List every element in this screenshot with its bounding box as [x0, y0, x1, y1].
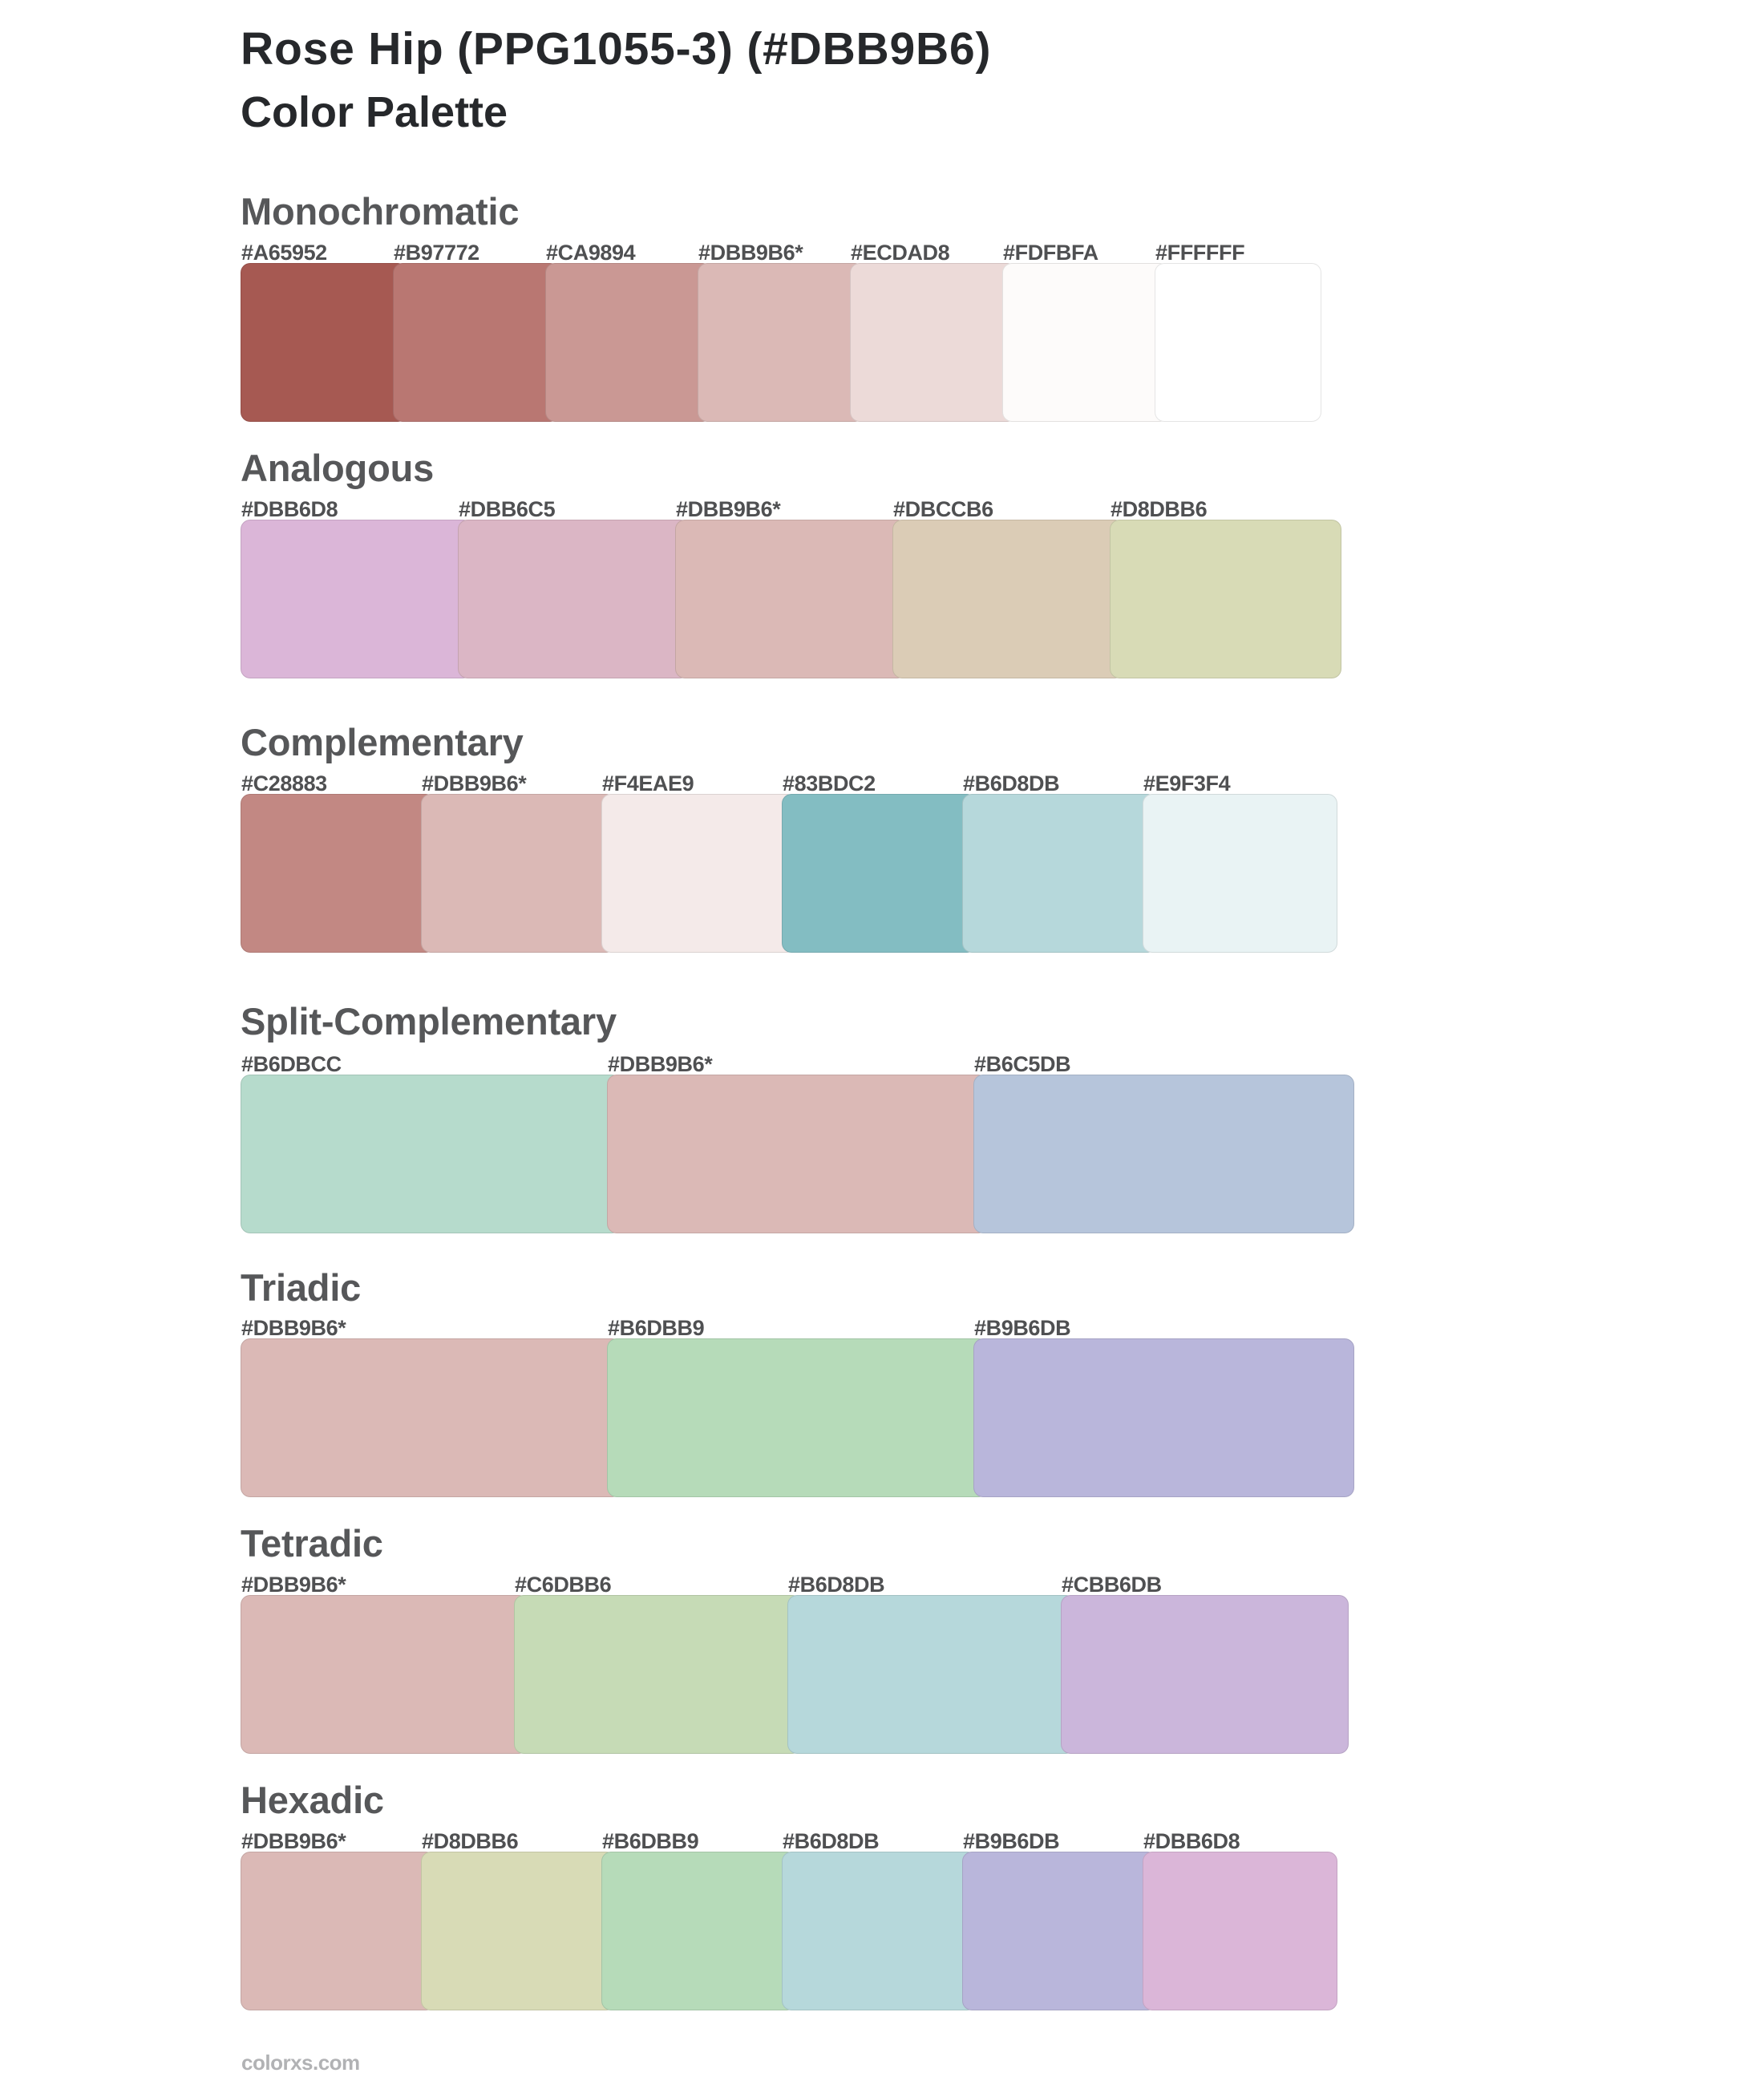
color-swatch-b9b6db[interactable]: #B9B6DB	[973, 1318, 1354, 1497]
section-title-complementary: Complementary	[241, 721, 524, 763]
swatch-row-tetradic: #DBB9B6* #C6DBB6 #B6D8DB #CBB6DB	[241, 1574, 1349, 1754]
color-swatch-b6d8db[interactable]: #B6D8DB	[962, 773, 1157, 953]
color-swatch-dbb9b6[interactable]: #DBB9B6*	[241, 1318, 621, 1497]
swatch-hex-label: #DBB9B6*	[422, 771, 527, 796]
swatch-hex-label: #E9F3F4	[1143, 771, 1231, 796]
section-title-split-complementary: Split-Complementary	[241, 1000, 617, 1042]
color-swatch-f4eae9[interactable]: #F4EAE9	[601, 773, 796, 953]
section-split-complementary: Split-Complementary #B6DBCC #DBB9B6* #B6C5…	[241, 1000, 1354, 1233]
section-title-hexadic: Hexadic	[241, 1779, 384, 1821]
color-swatch-ca9894[interactable]: #CA9894	[545, 242, 712, 422]
section-complementary: Complementary #C28883 #DBB9B6* #F4EAE9 #83B…	[241, 721, 1337, 953]
color-swatch-dbb9b6[interactable]: #DBB9B6*	[241, 1831, 435, 2010]
swatch-hex-label: #B6D8DB	[963, 771, 1060, 796]
color-swatch-fdfbfa[interactable]: #FDFBFA	[1002, 242, 1169, 422]
swatch-hex-label: #D8DBB6	[1111, 497, 1208, 521]
swatch-hex-label: #B6C5DB	[974, 1052, 1071, 1076]
color-swatch-b6c5db[interactable]: #B6C5DB	[973, 1054, 1354, 1233]
swatch-hex-label: #B6D8DB	[788, 1573, 885, 1597]
color-swatch-cbb6db[interactable]: #CBB6DB	[1061, 1574, 1349, 1754]
color-swatch-dbccb6[interactable]: #DBCCB6	[892, 499, 1124, 678]
swatch-hex-label: #ECDAD8	[851, 241, 950, 265]
swatch-row-split-complementary: #B6DBCC #DBB9B6* #B6C5DB	[241, 1054, 1354, 1233]
color-swatch-dbb9b6[interactable]: #DBB9B6*	[607, 1054, 988, 1233]
color-swatch-dbb6c5[interactable]: #DBB6C5	[458, 499, 690, 678]
section-title-triadic: Triadic	[241, 1266, 362, 1309]
section-triadic: Triadic #DBB9B6* #B6DBB9 #B9B6DB	[241, 1266, 1354, 1497]
swatch-hex-label: #CBB6DB	[1062, 1573, 1162, 1597]
section-title-tetradic: Tetradic	[241, 1522, 383, 1565]
swatch-hex-label: #FFFFFF	[1155, 241, 1245, 265]
color-swatch-dbb9b6[interactable]: #DBB9B6*	[241, 1574, 528, 1754]
section-title-analogous: Analogous	[241, 447, 435, 489]
color-swatch-dbb6d8[interactable]: #DBB6D8	[241, 499, 472, 678]
color-swatch-b6dbcc[interactable]: #B6DBCC	[241, 1054, 621, 1233]
swatch-row-monochromatic: #A65952 #B97772 #CA9894 #DBB9B6* #ECDAD8 #FDF…	[241, 242, 1321, 422]
section-analogous: Analogous #DBB6D8 #DBB6C5 #DBB9B6* #DBCCB6 #…	[241, 447, 1341, 678]
color-swatch-d8dbb6[interactable]: #D8DBB6	[1110, 499, 1341, 678]
swatch-hex-label: #D8DBB6	[422, 1829, 519, 1853]
color-swatch-b6dbb9[interactable]: #B6DBB9	[601, 1831, 796, 2010]
swatch-hex-label: #A65952	[241, 241, 327, 265]
color-swatch-b9b6db[interactable]: #B9B6DB	[962, 1831, 1157, 2010]
swatch-row-analogous: #DBB6D8 #DBB6C5 #DBB9B6* #DBCCB6 #D8DBB6	[241, 499, 1341, 678]
swatch-hex-label: #F4EAE9	[602, 771, 694, 796]
swatch-hex-label: #DBB6C5	[459, 497, 556, 521]
footer-brand: colorxs.com	[241, 2051, 360, 2075]
swatch-hex-label: #DBB9B6*	[698, 241, 803, 265]
swatch-hex-label: #DBB6D8	[241, 497, 338, 521]
page-title: Rose Hip (PPG1055-3) (#DBB9B6)	[241, 23, 992, 75]
swatch-hex-label: #B9B6DB	[963, 1829, 1060, 1853]
swatch-hex-label: #DBB6D8	[1143, 1829, 1240, 1853]
color-swatch-c28883[interactable]: #C28883	[241, 773, 435, 953]
section-hexadic: Hexadic #DBB9B6* #D8DBB6 #B6DBB9 #B6D8DB #B9…	[241, 1779, 1337, 2010]
color-swatch-e9f3f4[interactable]: #E9F3F4	[1143, 773, 1337, 953]
swatch-hex-label: #B6DBCC	[241, 1052, 342, 1076]
swatch-hex-label: #DBB9B6*	[241, 1316, 346, 1340]
color-swatch-b6d8db[interactable]: #B6D8DB	[787, 1574, 1075, 1754]
page-subtitle: Color Palette	[241, 88, 508, 136]
section-tetradic: Tetradic #DBB9B6* #C6DBB6 #B6D8DB #CBB6DB	[241, 1522, 1349, 1754]
swatch-hex-label: #CA9894	[546, 241, 636, 265]
swatch-hex-label: #B6DBB9	[602, 1829, 699, 1853]
color-swatch-83bdc2[interactable]: #83BDC2	[782, 773, 977, 953]
section-title-monochromatic: Monochromatic	[241, 190, 520, 233]
color-swatch-ffffff[interactable]: #FFFFFF	[1155, 242, 1321, 422]
swatch-hex-label: #DBCCB6	[893, 497, 993, 521]
section-monochromatic: Monochromatic #A65952 #B97772 #CA9894 #DBB9…	[241, 190, 1321, 422]
swatch-row-complementary: #C28883 #DBB9B6* #F4EAE9 #83BDC2 #B6D8DB #E9F…	[241, 773, 1337, 953]
color-swatch-b97772[interactable]: #B97772	[393, 242, 560, 422]
swatch-hex-label: #B97772	[394, 241, 479, 265]
color-swatch-d8dbb6[interactable]: #D8DBB6	[421, 1831, 616, 2010]
swatch-hex-label: #DBB9B6*	[676, 497, 781, 521]
swatch-hex-label: #FDFBFA	[1003, 241, 1098, 265]
color-swatch-dbb9b6[interactable]: #DBB9B6*	[698, 242, 864, 422]
color-swatch-ecdad8[interactable]: #ECDAD8	[850, 242, 1017, 422]
color-swatch-b6d8db[interactable]: #B6D8DB	[782, 1831, 977, 2010]
swatch-hex-label: #DBB9B6*	[241, 1573, 346, 1597]
color-swatch-dbb9b6[interactable]: #DBB9B6*	[421, 773, 616, 953]
swatch-hex-label: #B6DBB9	[608, 1316, 705, 1340]
color-swatch-b6dbb9[interactable]: #B6DBB9	[607, 1318, 988, 1497]
swatch-hex-label: #C6DBB6	[515, 1573, 612, 1597]
color-swatch-c6dbb6[interactable]: #C6DBB6	[514, 1574, 802, 1754]
swatch-hex-label: #DBB9B6*	[608, 1052, 713, 1076]
swatch-hex-label: #C28883	[241, 771, 327, 796]
swatch-hex-label: #DBB9B6*	[241, 1829, 346, 1853]
swatch-hex-label: #B9B6DB	[974, 1316, 1071, 1340]
swatch-hex-label: #B6D8DB	[783, 1829, 880, 1853]
swatch-row-hexadic: #DBB9B6* #D8DBB6 #B6DBB9 #B6D8DB #B9B6DB #DBB…	[241, 1831, 1337, 2010]
color-swatch-a65952[interactable]: #A65952	[241, 242, 407, 422]
swatch-hex-label: #83BDC2	[783, 771, 876, 796]
swatch-row-triadic: #DBB9B6* #B6DBB9 #B9B6DB	[241, 1318, 1354, 1497]
color-swatch-dbb6d8[interactable]: #DBB6D8	[1143, 1831, 1337, 2010]
color-swatch-dbb9b6[interactable]: #DBB9B6*	[675, 499, 907, 678]
